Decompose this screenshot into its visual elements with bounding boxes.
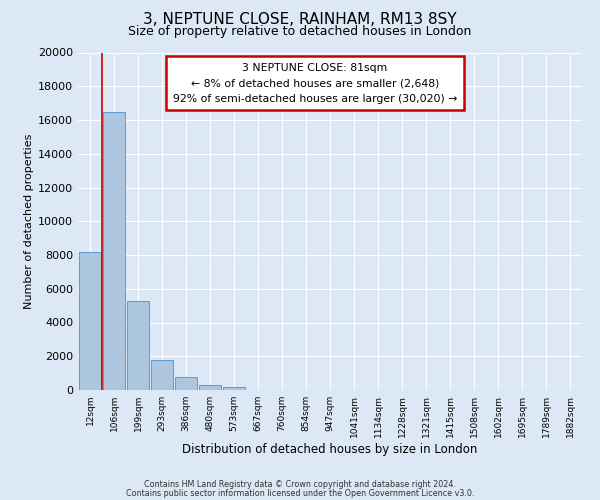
Text: Contains public sector information licensed under the Open Government Licence v3: Contains public sector information licen… bbox=[126, 488, 474, 498]
X-axis label: Distribution of detached houses by size in London: Distribution of detached houses by size … bbox=[182, 442, 478, 456]
Y-axis label: Number of detached properties: Number of detached properties bbox=[24, 134, 34, 309]
Bar bbox=[79, 252, 101, 390]
Text: Size of property relative to detached houses in London: Size of property relative to detached ho… bbox=[128, 25, 472, 38]
Bar bbox=[223, 386, 245, 390]
Bar bbox=[151, 360, 173, 390]
Text: 3, NEPTUNE CLOSE, RAINHAM, RM13 8SY: 3, NEPTUNE CLOSE, RAINHAM, RM13 8SY bbox=[143, 12, 457, 28]
Text: Contains HM Land Registry data © Crown copyright and database right 2024.: Contains HM Land Registry data © Crown c… bbox=[144, 480, 456, 489]
Text: 3 NEPTUNE CLOSE: 81sqm
← 8% of detached houses are smaller (2,648)
92% of semi-d: 3 NEPTUNE CLOSE: 81sqm ← 8% of detached … bbox=[173, 62, 457, 104]
Bar bbox=[103, 112, 125, 390]
Bar bbox=[199, 385, 221, 390]
Bar bbox=[175, 378, 197, 390]
Bar bbox=[127, 300, 149, 390]
